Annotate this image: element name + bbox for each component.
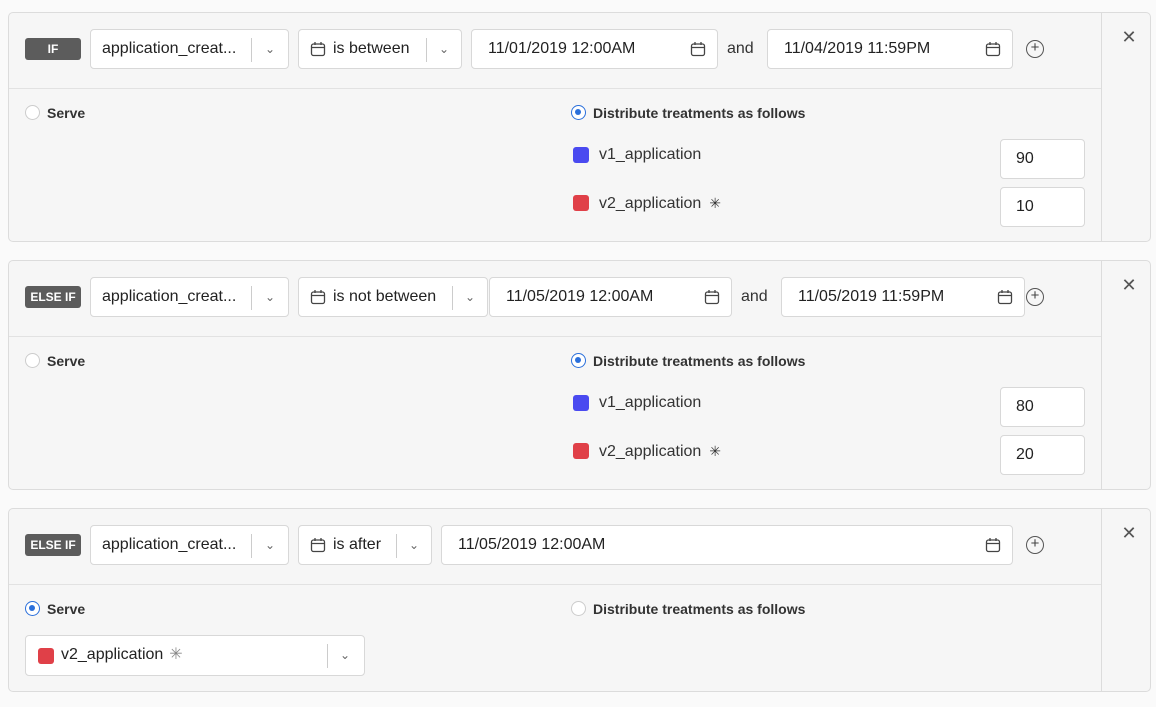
date-input[interactable]: 11/01/2019 12:00AM	[471, 29, 718, 69]
default-star-icon: ✳	[709, 195, 722, 211]
treatment-name: v1_application	[599, 394, 702, 411]
close-icon[interactable]: ✕	[1121, 27, 1137, 47]
treatment-color-swatch	[573, 395, 589, 411]
treatment-percent-input[interactable]: 10	[1000, 187, 1085, 227]
divider	[9, 336, 1101, 337]
chevron-down-icon: ⌄	[464, 290, 476, 304]
rule-block: ✕ ELSE IF application_creat... ⌄ is not betw…	[8, 260, 1151, 490]
treatment-color-swatch	[573, 195, 589, 211]
treatment-color-swatch	[573, 147, 589, 163]
divider	[9, 88, 1101, 89]
distribute-label: Distribute treatments as follows	[593, 601, 806, 617]
chevron-down-icon: ⌄	[408, 538, 420, 552]
date-input[interactable]: 11/04/2019 11:59PM	[767, 29, 1013, 69]
divider	[1101, 13, 1102, 241]
operator-value: is not between	[333, 288, 437, 305]
attribute-select[interactable]: application_creat... ⌄	[90, 525, 289, 565]
treatment-color-swatch	[38, 648, 54, 664]
operator-select[interactable]: is between ⌄	[298, 29, 462, 69]
calendar-icon	[310, 42, 326, 57]
attribute-value: application_creat...	[102, 288, 237, 305]
date-value: 11/01/2019 12:00AM	[488, 40, 636, 57]
distribute-radio[interactable]	[571, 353, 586, 368]
serve-radio[interactable]	[25, 601, 40, 616]
attribute-value: application_creat...	[102, 40, 237, 57]
attribute-value: application_creat...	[102, 536, 237, 553]
treatment-percent-input[interactable]: 90	[1000, 139, 1085, 179]
calendar-icon	[704, 290, 720, 305]
condition-badge: ELSE IF	[25, 286, 81, 308]
distribute-label: Distribute treatments as follows	[593, 353, 806, 369]
rule-block: ✕ IF application_creat... ⌄ is between ⌄ 11/01…	[8, 12, 1151, 242]
distribute-label: Distribute treatments as follows	[593, 105, 806, 121]
date-value: 11/05/2019 11:59PM	[798, 288, 945, 305]
calendar-icon	[310, 538, 326, 553]
distribute-radio[interactable]	[571, 601, 586, 616]
calendar-icon	[310, 290, 326, 305]
close-icon[interactable]: ✕	[1121, 523, 1137, 543]
chevron-down-icon: ⌄	[339, 648, 351, 662]
default-star-icon: ✳	[709, 443, 722, 459]
date-input[interactable]: 11/05/2019 12:00AM	[489, 277, 732, 317]
calendar-icon	[985, 538, 1001, 553]
condition-badge: IF	[25, 38, 81, 60]
operator-select[interactable]: is after ⌄	[298, 525, 432, 565]
rule-block: ✕ ELSE IF application_creat... ⌄ is after ⌄ 11…	[8, 508, 1151, 692]
serve-radio[interactable]	[25, 353, 40, 368]
date-value: 11/05/2019 12:00AM	[506, 288, 654, 305]
and-label: and	[727, 40, 754, 57]
chevron-down-icon: ⌄	[264, 538, 276, 552]
operator-select[interactable]: is not between ⌄	[298, 277, 488, 317]
default-star-icon: ✳	[169, 646, 183, 663]
operator-value: is after	[333, 536, 382, 553]
treatment-percent-input[interactable]: 20	[1000, 435, 1085, 475]
date-value: 11/05/2019 12:00AM	[458, 536, 606, 553]
serve-treatment-select[interactable]: v2_application ✳ ⌄	[25, 635, 365, 676]
treatment-color-swatch	[573, 443, 589, 459]
serve-radio[interactable]	[25, 105, 40, 120]
serve-label: Serve	[47, 601, 86, 617]
treatment-percent-input[interactable]: 80	[1000, 387, 1085, 427]
serve-label: Serve	[47, 353, 86, 369]
date-input[interactable]: 11/05/2019 11:59PM	[781, 277, 1025, 317]
operator-value: is between	[333, 40, 410, 57]
chevron-down-icon: ⌄	[264, 42, 276, 56]
divider	[9, 584, 1101, 585]
serve-label: Serve	[47, 105, 86, 121]
treatment-name: v2_application ✳	[599, 443, 722, 460]
divider	[1101, 261, 1102, 489]
add-condition-icon[interactable]: +	[1026, 40, 1044, 58]
condition-badge: ELSE IF	[25, 534, 81, 556]
chevron-down-icon: ⌄	[264, 290, 276, 304]
attribute-select[interactable]: application_creat... ⌄	[90, 277, 289, 317]
chevron-down-icon: ⌄	[438, 42, 450, 56]
add-condition-icon[interactable]: +	[1026, 536, 1044, 554]
calendar-icon	[690, 42, 706, 57]
calendar-icon	[985, 42, 1001, 57]
date-value: 11/04/2019 11:59PM	[784, 40, 931, 57]
treatment-name: v2_application ✳	[599, 195, 722, 212]
divider	[1101, 509, 1102, 691]
close-icon[interactable]: ✕	[1121, 275, 1137, 295]
date-input[interactable]: 11/05/2019 12:00AM	[441, 525, 1013, 565]
calendar-icon	[997, 290, 1013, 305]
distribute-radio[interactable]	[571, 105, 586, 120]
treatment-name: v1_application	[599, 146, 702, 163]
and-label: and	[741, 288, 768, 305]
add-condition-icon[interactable]: +	[1026, 288, 1044, 306]
attribute-select[interactable]: application_creat... ⌄	[90, 29, 289, 69]
